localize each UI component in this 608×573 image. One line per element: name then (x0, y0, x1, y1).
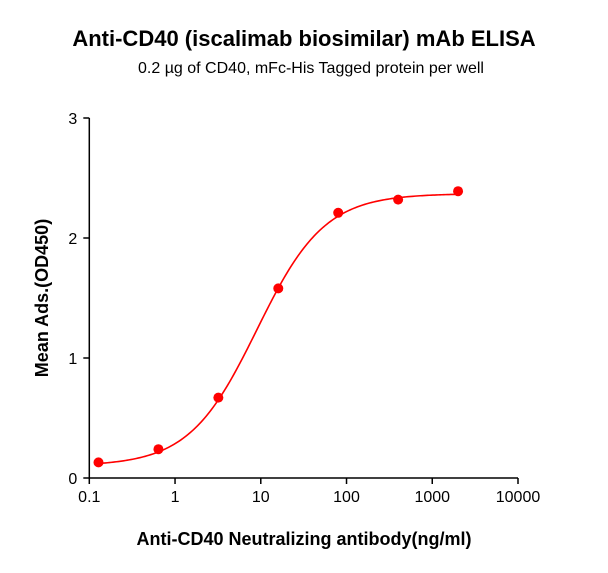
plot-area (93, 186, 464, 468)
data-point (153, 444, 164, 455)
axes: 0.1 1 10 100 1000 10000 0 1 2 3 (68, 111, 540, 506)
x-tick-label: 1 (171, 489, 180, 506)
chart-subtitle: 0.2 µg of CD40, mFc-His Tagged protein p… (138, 60, 484, 77)
x-tick-label: 100 (333, 489, 360, 506)
y-tick-label: 1 (68, 351, 77, 368)
data-point (273, 283, 284, 294)
y-tick-label: 2 (68, 231, 77, 248)
data-point (213, 392, 224, 403)
data-point (393, 194, 404, 205)
y-axis-label: Mean Ads.(OD450) (32, 219, 52, 377)
chart-title: Anti-CD40 (iscalimab biosimilar) mAb ELI… (72, 26, 536, 51)
x-axis-label: Anti-CD40 Neutralizing antibody(ng/ml) (137, 529, 472, 549)
data-point (453, 186, 464, 197)
x-tick-label: 10000 (496, 489, 541, 506)
x-tick-label: 0.1 (78, 489, 100, 506)
x-tick-label: 10 (252, 489, 270, 506)
y-tick-label: 3 (68, 111, 77, 128)
y-tick-label: 0 (68, 471, 77, 488)
x-tick-label: 1000 (414, 489, 450, 506)
data-point (333, 207, 344, 218)
data-point (93, 457, 104, 468)
fit-curve (98, 193, 459, 465)
